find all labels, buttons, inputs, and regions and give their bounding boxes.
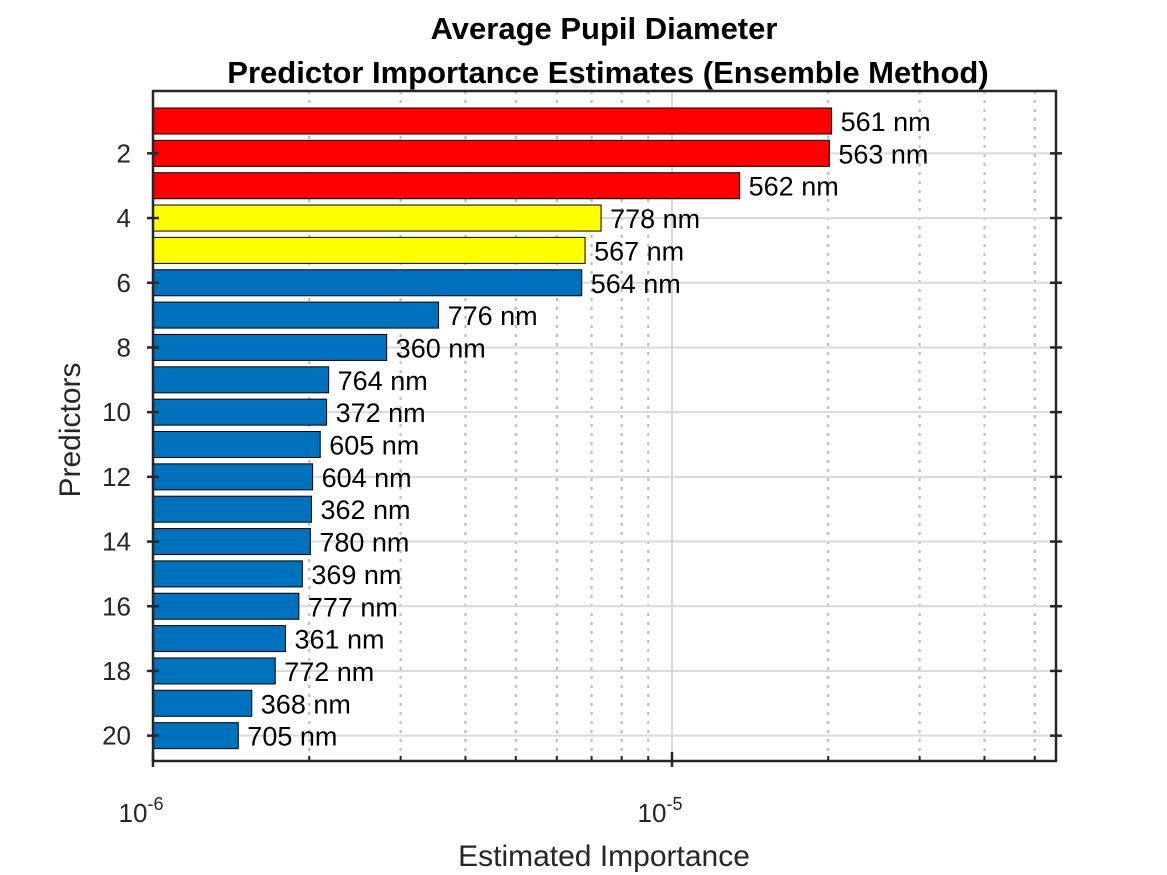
bar (152, 625, 286, 653)
chart-title: Average Pupil Diameter (431, 11, 778, 46)
bar-label: 772 nm (284, 657, 374, 687)
y-tick-label: 10 (102, 397, 131, 427)
bar (152, 366, 330, 394)
bar-label: 369 nm (311, 560, 401, 590)
bar (152, 172, 741, 200)
bar-label: 563 nm (838, 139, 928, 169)
bar-label: 604 nm (322, 463, 412, 493)
bar-label: 562 nm (749, 172, 839, 202)
bar (152, 722, 239, 750)
bar (152, 139, 830, 167)
y-tick-label: 16 (102, 591, 131, 621)
bar-label: 778 nm (610, 204, 700, 234)
y-tick-label: 8 (117, 332, 131, 362)
bar-label: 776 nm (448, 301, 538, 331)
bar-label: 361 nm (294, 625, 384, 655)
x-tick-base: 10 (119, 798, 148, 828)
y-tick-labels: 2 4 6 8 10 12 14 16 18 20 (102, 138, 1062, 751)
bar (152, 495, 312, 523)
bar (152, 333, 388, 361)
y-tick-label: 4 (117, 203, 131, 233)
bar (152, 592, 300, 620)
bar-label: 362 nm (320, 495, 410, 525)
x-tick-label: 10-5 (638, 794, 683, 828)
bars (152, 107, 833, 750)
bar-label: 780 nm (319, 528, 409, 558)
bar-label: 605 nm (329, 431, 419, 461)
bar-label: 764 nm (338, 366, 428, 396)
x-tick-labels: 10-6 10-5 (119, 752, 1036, 828)
bar-label: 705 nm (247, 722, 337, 752)
bar (152, 463, 314, 491)
x-tick-exponent: -5 (666, 794, 682, 814)
bar (152, 301, 440, 329)
x-tick-base: 10 (638, 798, 667, 828)
plot-border (151, 89, 1058, 763)
bar (152, 204, 602, 232)
y-tick-label: 18 (102, 656, 131, 686)
y-tick-label: 2 (117, 138, 131, 168)
y-tick-label: 20 (102, 721, 131, 751)
y-axis-label: Predictors (54, 362, 87, 497)
bar (152, 689, 253, 717)
chart-subtitle: Predictor Importance Estimates (Ensemble… (227, 55, 988, 90)
axes-frame (151, 89, 1058, 763)
y-tick-label: 6 (117, 268, 131, 298)
bar-label: 368 nm (261, 689, 351, 719)
bar (152, 431, 321, 458)
bar-label: 360 nm (396, 333, 486, 363)
bar (152, 269, 583, 297)
bar-label: 561 nm (841, 107, 931, 137)
bar-label: 777 nm (308, 592, 398, 622)
x-axis-label: Estimated Importance (458, 840, 750, 873)
y-tick-label: 14 (102, 527, 131, 557)
bar (152, 236, 586, 264)
y-tick-label: 12 (102, 462, 131, 492)
bar-label: 567 nm (594, 236, 684, 266)
x-tick-exponent: -6 (147, 794, 163, 814)
bar (152, 657, 276, 685)
bar-label: 564 nm (591, 269, 681, 299)
bar (152, 528, 311, 556)
bar (152, 107, 833, 135)
bar (152, 560, 303, 588)
bar (152, 398, 328, 426)
x-tick-label: 10-6 (119, 794, 164, 828)
bar-label: 372 nm (336, 398, 426, 428)
